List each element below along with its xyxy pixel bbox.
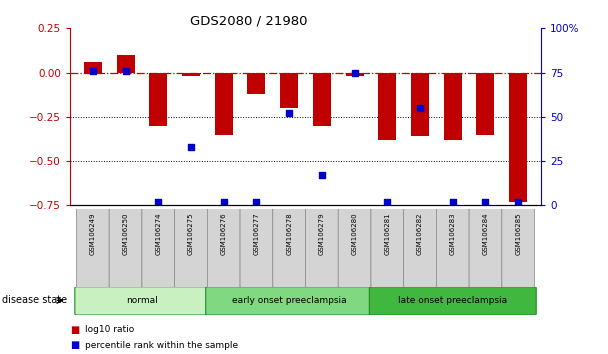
Point — [350, 70, 359, 75]
FancyBboxPatch shape — [207, 208, 240, 287]
Text: normal: normal — [126, 296, 158, 305]
Text: early onset preeclampsia: early onset preeclampsia — [232, 296, 347, 305]
Text: disease state: disease state — [2, 295, 67, 306]
Text: GSM106249: GSM106249 — [90, 213, 96, 255]
FancyBboxPatch shape — [404, 208, 437, 287]
Text: percentile rank within the sample: percentile rank within the sample — [85, 341, 238, 350]
FancyBboxPatch shape — [142, 208, 174, 287]
Text: log10 ratio: log10 ratio — [85, 325, 134, 335]
Point — [382, 199, 392, 205]
Point — [88, 68, 98, 74]
FancyBboxPatch shape — [369, 287, 536, 315]
Point — [153, 199, 163, 205]
Text: GSM106283: GSM106283 — [450, 213, 456, 255]
FancyBboxPatch shape — [305, 208, 338, 287]
Text: GSM106278: GSM106278 — [286, 213, 292, 255]
Point — [252, 199, 261, 205]
Text: GSM106274: GSM106274 — [155, 213, 161, 255]
FancyBboxPatch shape — [240, 208, 273, 287]
Text: ■: ■ — [70, 340, 79, 350]
Point — [120, 68, 130, 74]
Text: ■: ■ — [70, 325, 79, 335]
Point — [285, 110, 294, 116]
Text: GSM106281: GSM106281 — [384, 213, 390, 255]
Text: GSM106277: GSM106277 — [254, 213, 260, 255]
Point — [186, 144, 196, 150]
Bar — [444, 73, 461, 140]
Text: GSM106285: GSM106285 — [515, 213, 521, 255]
FancyBboxPatch shape — [109, 208, 142, 287]
FancyBboxPatch shape — [502, 208, 534, 287]
Bar — [313, 73, 331, 126]
FancyBboxPatch shape — [75, 287, 209, 315]
Point — [219, 199, 229, 205]
Text: GDS2080 / 21980: GDS2080 / 21980 — [190, 14, 308, 27]
Bar — [411, 73, 429, 136]
Text: GSM106276: GSM106276 — [221, 213, 227, 255]
FancyBboxPatch shape — [174, 208, 207, 287]
Text: GSM106279: GSM106279 — [319, 213, 325, 255]
Bar — [247, 73, 266, 94]
Bar — [182, 73, 200, 76]
Bar — [477, 73, 494, 135]
FancyBboxPatch shape — [338, 208, 371, 287]
Point — [448, 199, 458, 205]
Point — [481, 199, 491, 205]
Text: GSM106250: GSM106250 — [123, 213, 128, 255]
FancyBboxPatch shape — [371, 208, 404, 287]
Text: GSM106284: GSM106284 — [483, 213, 488, 255]
Bar — [510, 73, 527, 202]
FancyBboxPatch shape — [77, 208, 109, 287]
Text: GSM106275: GSM106275 — [188, 213, 194, 255]
Point — [513, 199, 523, 205]
Point — [317, 172, 326, 178]
Bar — [117, 55, 134, 73]
FancyBboxPatch shape — [469, 208, 502, 287]
FancyBboxPatch shape — [206, 287, 373, 315]
Text: late onset preeclampsia: late onset preeclampsia — [398, 296, 507, 305]
Text: GSM106282: GSM106282 — [417, 213, 423, 255]
Bar — [84, 62, 102, 73]
FancyBboxPatch shape — [273, 208, 305, 287]
Point — [415, 105, 425, 111]
Bar — [150, 73, 167, 126]
FancyBboxPatch shape — [437, 208, 469, 287]
Text: GSM106280: GSM106280 — [351, 213, 358, 255]
Bar — [345, 73, 364, 76]
Bar — [215, 73, 233, 135]
Bar — [378, 73, 396, 140]
Bar — [280, 73, 298, 108]
